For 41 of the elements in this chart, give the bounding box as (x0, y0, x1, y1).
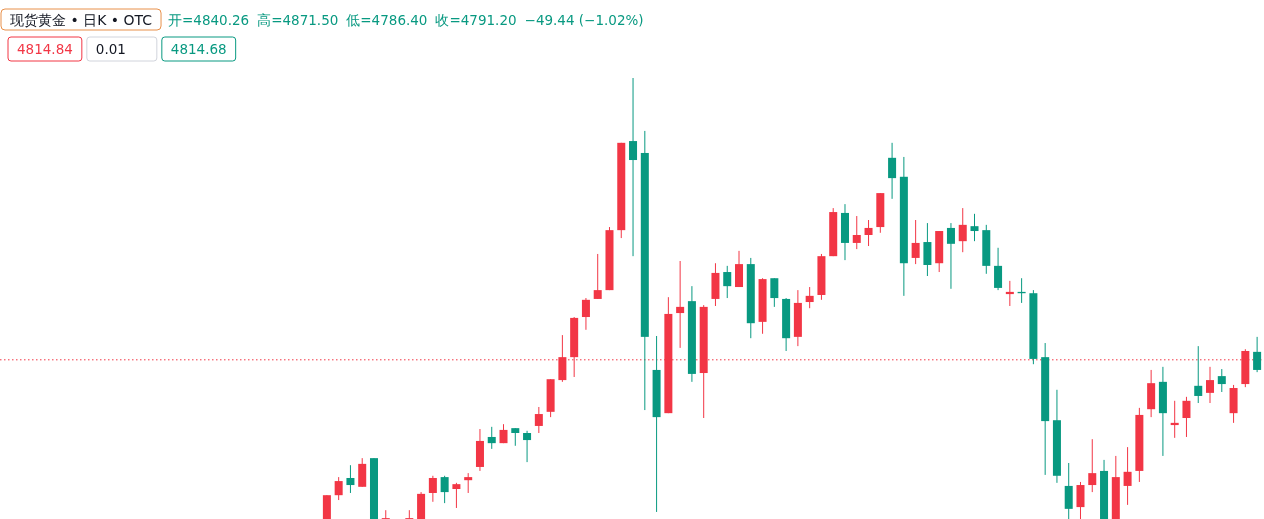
candlestick (523, 430, 532, 463)
candlestick (994, 247, 1003, 291)
candlestick (464, 472, 473, 494)
candlestick (735, 250, 744, 288)
candlestick (487, 426, 496, 450)
candlestick (593, 253, 602, 300)
candlestick (428, 475, 437, 503)
candlestick (888, 142, 897, 200)
candlestick (805, 286, 814, 309)
candlestick (723, 265, 732, 299)
candlestick (346, 464, 355, 494)
candlestick (558, 334, 567, 383)
candlestick (958, 207, 967, 253)
candlestick (440, 475, 449, 504)
candlestick (381, 509, 390, 519)
candlestick (1123, 446, 1132, 506)
candlestick (676, 260, 685, 349)
candlestick (864, 219, 873, 247)
candlestick (452, 482, 461, 509)
header: 现货黄金 • 日K • OTC 开=4840.26 高=4871.50 低=4786.40 收=4791.20 −49.44 (−1.02%) 4814.84 0.01 4814.68 (0, 8, 644, 62)
candlestick (970, 213, 979, 242)
candlestick (1064, 462, 1073, 519)
candlestick (358, 457, 367, 488)
candlestick (1194, 345, 1203, 404)
candlestick (1088, 438, 1097, 493)
candlestick (334, 476, 343, 501)
candlestick (923, 222, 932, 277)
candlestick (405, 509, 414, 519)
candlestick (911, 219, 920, 265)
candlestick (1217, 368, 1226, 393)
candlestick (946, 222, 955, 290)
candlestick (770, 277, 779, 308)
candlestick (581, 297, 590, 331)
candlestick (852, 215, 861, 250)
candlestick (629, 77, 638, 257)
candlestick (1206, 366, 1215, 404)
candlestick (1253, 336, 1262, 373)
candlestick (1076, 481, 1085, 519)
candlestick (1182, 396, 1191, 438)
candlestick (534, 406, 543, 434)
candlestick (322, 494, 331, 519)
